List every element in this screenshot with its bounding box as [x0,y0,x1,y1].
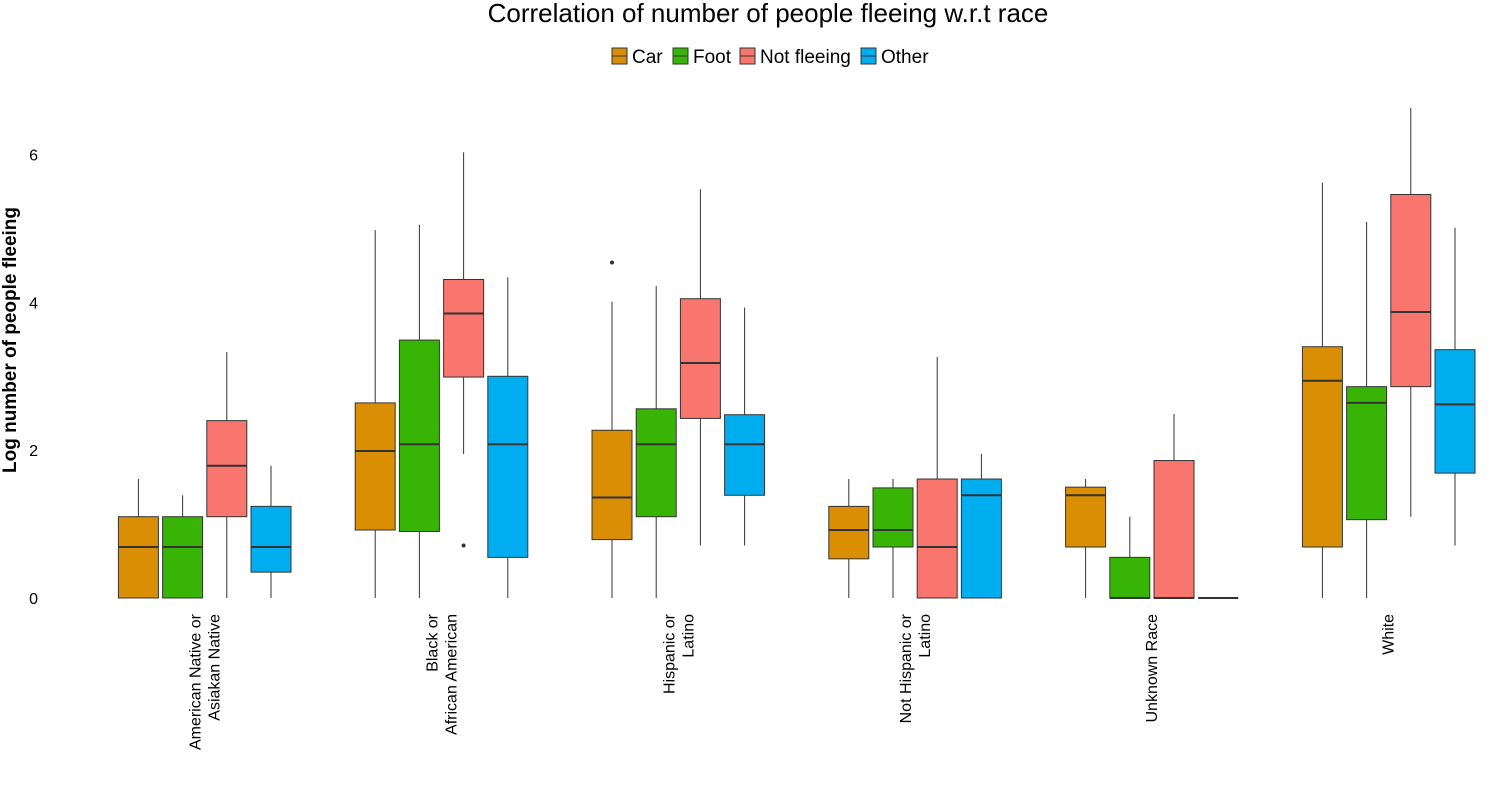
x-tick-label-line: African American [444,614,461,735]
x-tick-label-hispanic-or-latino: Hispanic or Latino [661,613,697,694]
legend-item-car: Car [611,47,663,68]
x-tick-label-unknown-race: Unknown Race [1144,614,1161,723]
box-iqr [591,429,633,541]
category-group-unknown-race [1065,413,1239,599]
box-not-fleeing [1390,108,1432,517]
box-iqr [1153,460,1195,599]
x-tick-label-american-native-or-asiakan-native: American Native or Asiakan Native [188,613,224,750]
box-other [1434,227,1476,546]
box-foot [872,479,914,598]
x-tick-label-white: White [1381,614,1398,655]
box-other [487,277,529,598]
legend-label-not-fleeing: Not fleeing [760,47,851,68]
outlier-point [461,543,466,548]
legend-item-foot: Foot [672,47,732,68]
legend-item-other: Other [860,47,929,68]
box-iqr [872,487,914,548]
box-iqr [1434,349,1476,474]
box-iqr [724,414,766,496]
box-iqr [398,339,440,532]
x-tick-label-line: Not Hispanic or [898,613,915,723]
box-car [354,229,396,598]
x-tick-label-line: Latino [680,614,697,658]
y-axis-ticks: 0 2 4 6 [29,148,38,608]
category-group-not-hispanic-or-latino [828,357,1002,599]
box-car [828,479,870,598]
x-tick-label-line: Black or [425,613,442,671]
box-car [117,479,159,599]
x-tick-label-line: American Native or [188,613,205,750]
x-tick-label-line: Latino [917,614,934,658]
box-iqr [354,402,396,531]
box-iqr [1346,386,1388,521]
legend-label-other: Other [881,47,929,68]
box-iqr [250,505,292,573]
outlier-point [610,260,614,265]
box-foot [398,224,440,598]
box-other [960,453,1002,599]
y-tick-label: 0 [29,591,38,608]
plot-area [117,108,1476,599]
category-group-hispanic-or-latino [591,189,766,598]
box-iqr [117,516,159,599]
box-iqr [1065,486,1107,548]
legend: Car Foot Not fleeing Other [611,47,929,68]
x-tick-label-not-hispanic-or-latino: Not Hispanic or Latino [898,613,934,723]
box-car [1301,182,1343,598]
box-iqr [443,278,485,378]
box-iqr [206,420,248,518]
box-iqr [828,505,870,560]
chart-title: Correlation of number of people fleeing … [488,0,1049,28]
x-tick-label-line: White [1381,614,1398,655]
y-tick-label: 4 [29,295,38,312]
box-foot [162,495,204,599]
legend-label-car: Car [632,47,663,68]
y-tick-label: 2 [29,443,38,460]
category-group-white [1301,108,1476,598]
box-iqr [1390,194,1432,388]
box-iqr [679,298,721,419]
legend-label-foot: Foot [693,47,732,68]
category-group-american-native-or-asiakan-native [117,351,292,599]
category-group-black-or-african-american [354,152,529,598]
box-iqr [1301,346,1343,548]
box-car [591,260,633,598]
box-not-fleeing [916,357,958,599]
box-car [1065,479,1107,598]
box-foot [1346,221,1388,598]
box-foot [1109,516,1151,599]
x-tick-label-line: Asiakan Native [207,614,224,721]
box-iqr [916,478,958,599]
y-tick-label: 6 [29,148,38,165]
box-not-fleeing [679,189,721,546]
x-axis-ticks: American Native or Asiakan Native Black or… [188,613,1398,750]
x-tick-label-line: Hispanic or [661,613,678,694]
box-other [250,465,292,598]
box-iqr [960,478,1002,599]
box-not-fleeing [206,351,248,598]
box-not-fleeing [1153,413,1195,599]
y-axis-label: Log number of people fleeing [0,207,21,473]
box-iqr [1109,556,1151,599]
box-iqr [162,516,204,599]
x-tick-label-line: Unknown Race [1144,614,1161,723]
box-iqr [487,375,529,558]
box-foot [635,286,677,598]
box-iqr [635,408,677,518]
x-tick-label-black-or-african-american: Black or African American [425,613,461,735]
legend-item-not-fleeing: Not fleeing [739,47,851,68]
box-not-fleeing [443,152,485,548]
box-other [724,307,766,546]
